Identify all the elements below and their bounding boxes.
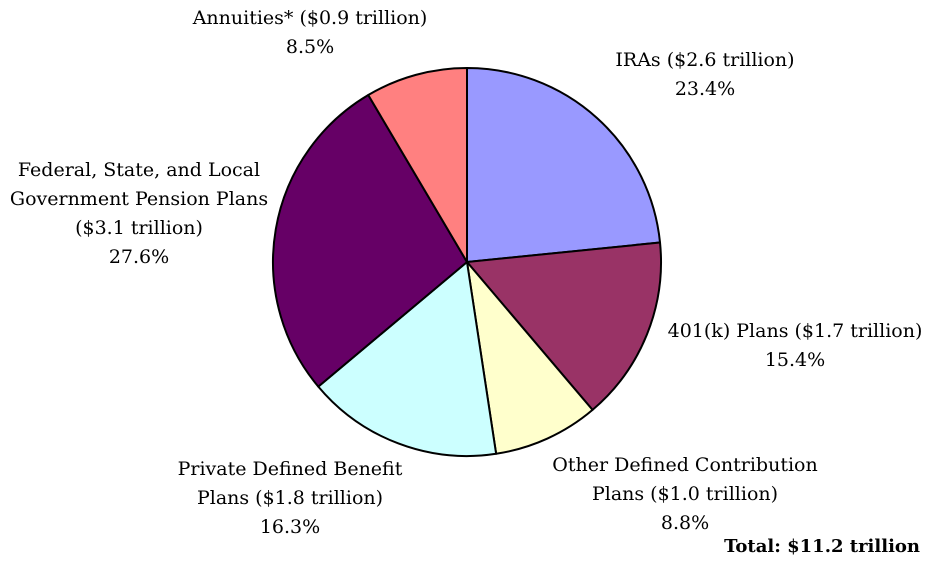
pie-slice-annuities — [367, 67, 468, 263]
pie-slice-private-db — [317, 261, 498, 457]
slice-label-line: 401(k) Plans ($1.7 trillion) — [667, 320, 923, 342]
slice-label-line: Private Defined Benefit — [177, 458, 403, 480]
slice-label-line: IRAs ($2.6 trillion) — [615, 49, 795, 71]
slice-percent: 8.8% — [660, 512, 710, 534]
slice-label-line: Federal, State, and Local — [17, 159, 261, 181]
pie-slice-other-dc — [466, 261, 594, 455]
slice-label-annuities: Annuities* ($0.9 trillion) 8.5% — [160, 4, 460, 62]
pie-slice-government — [272, 94, 468, 388]
slice-percent: 15.4% — [764, 349, 826, 371]
pie-slice-401k — [466, 241, 662, 411]
slice-label-line: Government Pension Plans — [9, 188, 269, 210]
slice-label-401k: 401(k) Plans ($1.7 trillion) 15.4% — [655, 317, 932, 375]
slice-label-other-dc: Other Defined Contribution Plans ($1.0 tr… — [530, 451, 840, 538]
slice-percent: 23.4% — [674, 78, 736, 100]
slice-percent: 16.3% — [259, 516, 321, 538]
slice-label-line: ($3.1 trillion) — [75, 217, 203, 239]
slice-label-iras: IRAs ($2.6 trillion) 23.4% — [605, 46, 805, 104]
slice-label-line: Annuities* ($0.9 trillion) — [192, 7, 428, 29]
slice-label-private-db: Private Defined Benefit Plans ($1.8 trill… — [145, 455, 435, 542]
slice-label-line: Other Defined Contribution — [552, 454, 818, 476]
slice-label-government: Federal, State, and Local Government Pens… — [0, 156, 278, 272]
total-label: Total: $11.2 trillion — [724, 536, 920, 557]
slice-percent: 27.6% — [108, 246, 170, 268]
slice-label-line: Plans ($1.0 trillion) — [591, 483, 779, 505]
pie-slice-iras — [466, 67, 662, 263]
slice-percent: 8.5% — [285, 36, 335, 58]
slice-label-line: Plans ($1.8 trillion) — [196, 487, 384, 509]
